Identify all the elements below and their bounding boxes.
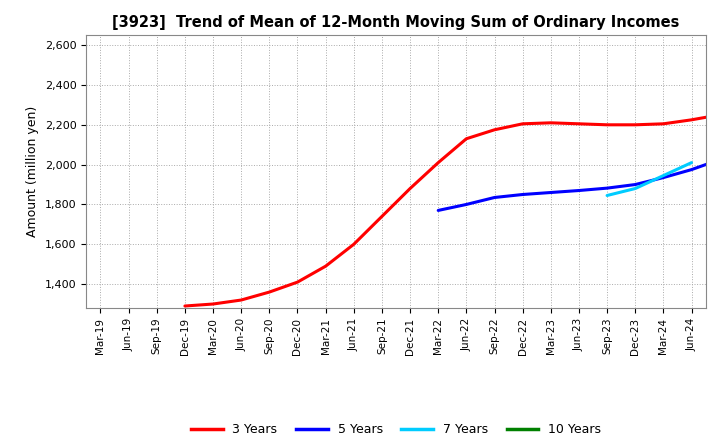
5 Years — [603, 186, 611, 191]
5 Years — [434, 208, 443, 213]
3 Years — [209, 301, 217, 307]
3 Years — [716, 112, 720, 117]
3 Years — [462, 136, 471, 141]
5 Years — [687, 167, 696, 172]
3 Years — [349, 242, 358, 247]
3 Years — [490, 127, 499, 132]
3 Years — [575, 121, 583, 126]
3 Years — [659, 121, 667, 126]
5 Years — [659, 175, 667, 180]
7 Years — [631, 186, 639, 191]
3 Years — [687, 117, 696, 122]
5 Years — [716, 157, 720, 162]
Line: 7 Years: 7 Years — [607, 163, 691, 195]
3 Years — [377, 214, 386, 219]
3 Years — [434, 160, 443, 165]
5 Years — [462, 202, 471, 207]
3 Years — [181, 303, 189, 308]
3 Years — [293, 279, 302, 285]
3 Years — [321, 264, 330, 269]
Line: 5 Years: 5 Years — [438, 104, 720, 210]
3 Years — [265, 290, 274, 295]
7 Years — [603, 193, 611, 198]
5 Years — [490, 195, 499, 200]
7 Years — [659, 173, 667, 178]
5 Years — [575, 188, 583, 193]
5 Years — [631, 182, 639, 187]
Title: [3923]  Trend of Mean of 12-Month Moving Sum of Ordinary Incomes: [3923] Trend of Mean of 12-Month Moving … — [112, 15, 680, 30]
3 Years — [406, 186, 415, 191]
3 Years — [603, 122, 611, 128]
Y-axis label: Amount (million yen): Amount (million yen) — [27, 106, 40, 237]
7 Years — [687, 160, 696, 165]
3 Years — [518, 121, 527, 126]
Legend: 3 Years, 5 Years, 7 Years, 10 Years: 3 Years, 5 Years, 7 Years, 10 Years — [186, 418, 606, 440]
3 Years — [546, 120, 555, 125]
3 Years — [631, 122, 639, 128]
5 Years — [546, 190, 555, 195]
3 Years — [237, 297, 246, 303]
5 Years — [518, 192, 527, 197]
Line: 3 Years: 3 Years — [185, 49, 720, 306]
